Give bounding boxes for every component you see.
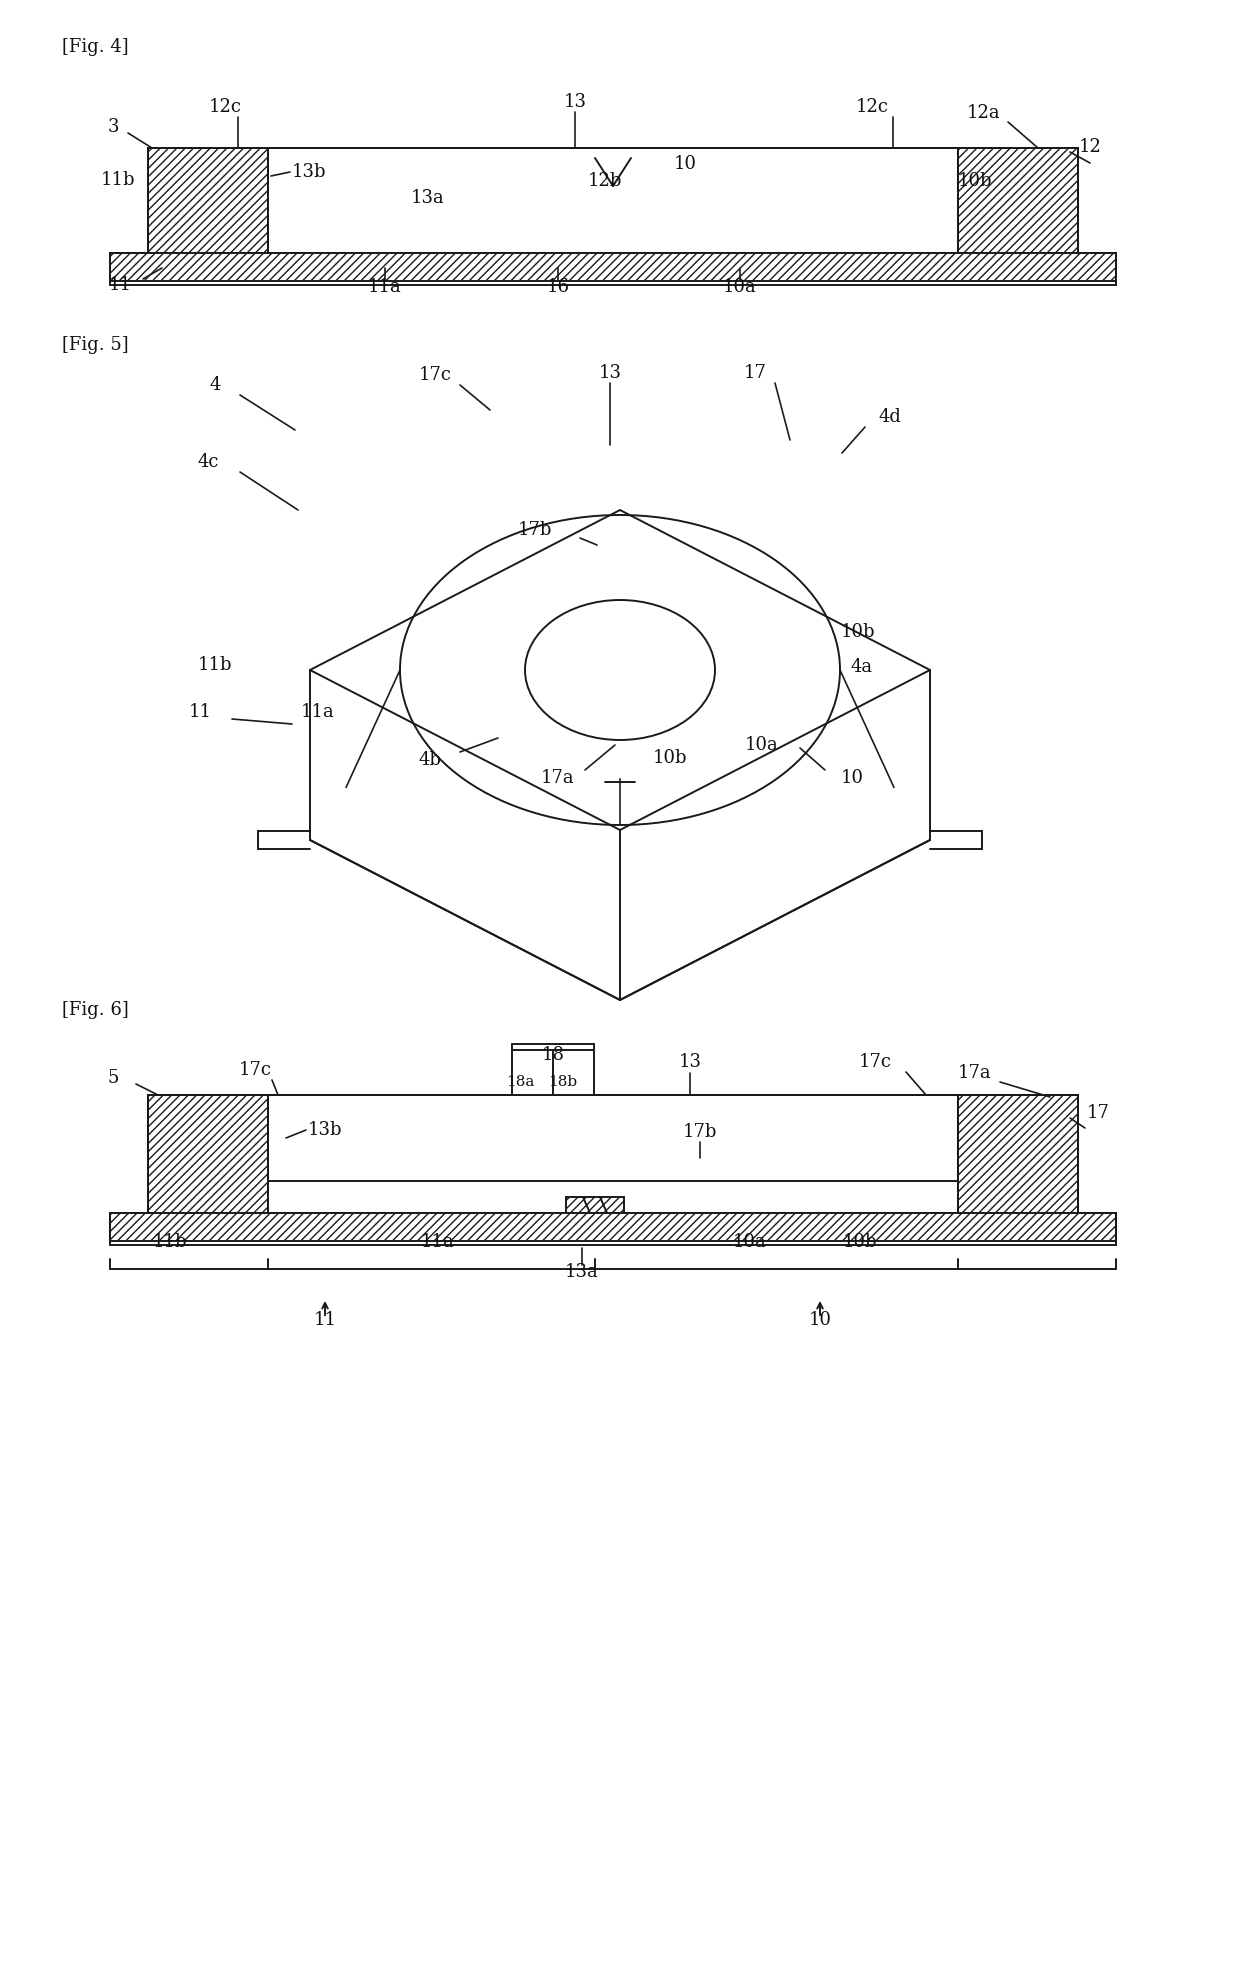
Text: 13: 13	[678, 1053, 702, 1071]
Text: 17a: 17a	[541, 769, 575, 786]
Text: 10a: 10a	[745, 735, 779, 753]
Text: 18: 18	[542, 1045, 564, 1065]
Bar	[268, 1094, 959, 1214]
Text: 12b: 12b	[588, 173, 622, 190]
Bar	[148, 1094, 268, 1214]
Text: 3: 3	[107, 118, 119, 135]
Text: [Fig. 5]: [Fig. 5]	[62, 335, 129, 355]
Text: 4b: 4b	[419, 751, 441, 769]
Text: 10b: 10b	[957, 173, 992, 190]
Text: 13: 13	[599, 365, 621, 382]
Bar	[148, 1094, 1078, 1214]
Text: 13a: 13a	[412, 188, 445, 208]
Text: 11b: 11b	[197, 657, 232, 675]
Text: 17c: 17c	[858, 1053, 892, 1071]
Text: 4d: 4d	[879, 408, 901, 426]
Bar	[959, 1094, 1078, 1214]
Text: 16: 16	[547, 278, 569, 296]
Text: 11a: 11a	[422, 1233, 455, 1251]
Text: 10b: 10b	[652, 749, 687, 767]
Text: 11: 11	[109, 277, 131, 294]
Text: 17a: 17a	[959, 1065, 992, 1082]
Text: [Fig. 6]: [Fig. 6]	[62, 1000, 129, 1020]
Text: 4c: 4c	[197, 453, 218, 471]
Text: 10b: 10b	[843, 1233, 877, 1251]
Text: 10a: 10a	[723, 278, 756, 296]
Text: 12c: 12c	[856, 98, 889, 116]
Text: 17b: 17b	[683, 1124, 717, 1141]
Text: 13b: 13b	[308, 1122, 342, 1139]
Bar	[110, 253, 1116, 280]
Text: 10b: 10b	[841, 624, 875, 641]
Text: 18b: 18b	[548, 1075, 578, 1088]
Bar	[565, 1196, 624, 1214]
Text: 13b: 13b	[291, 163, 326, 180]
Text: 17c: 17c	[238, 1061, 272, 1079]
Text: 10: 10	[673, 155, 697, 173]
Text: [Fig. 4]: [Fig. 4]	[62, 37, 129, 57]
Text: 10: 10	[841, 769, 863, 786]
Text: 13a: 13a	[565, 1263, 599, 1281]
Text: 11: 11	[314, 1312, 336, 1330]
Text: 11: 11	[188, 702, 212, 722]
Text: 12c: 12c	[208, 98, 242, 116]
Bar	[512, 1049, 594, 1094]
Bar	[148, 147, 1078, 253]
Text: 17: 17	[744, 365, 766, 382]
Bar	[268, 147, 959, 253]
Bar	[148, 147, 268, 253]
Text: 11b: 11b	[100, 171, 135, 188]
Text: 11b: 11b	[153, 1233, 187, 1251]
Text: 18a: 18a	[506, 1075, 534, 1088]
Text: 12: 12	[1079, 137, 1101, 157]
Text: 11a: 11a	[368, 278, 402, 296]
Text: 17: 17	[1086, 1104, 1110, 1122]
Text: 11a: 11a	[301, 702, 335, 722]
Text: 17c: 17c	[419, 367, 451, 384]
Text: 4: 4	[210, 377, 221, 394]
Text: 17b: 17b	[518, 522, 552, 539]
Bar	[110, 1214, 1116, 1241]
Text: 10a: 10a	[733, 1233, 766, 1251]
Text: 5: 5	[108, 1069, 119, 1086]
Bar	[959, 147, 1078, 253]
Text: 10: 10	[808, 1312, 832, 1330]
Text: 13: 13	[563, 92, 587, 112]
Text: 4a: 4a	[851, 659, 873, 677]
Text: 12a: 12a	[967, 104, 1001, 122]
